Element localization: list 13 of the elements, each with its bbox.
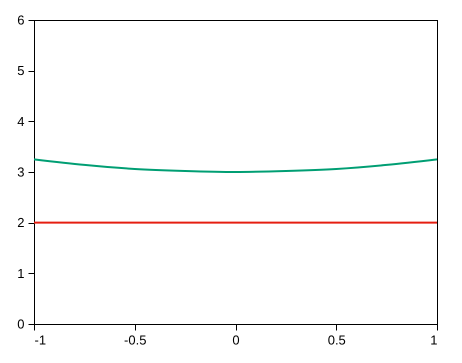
y-tick-label: 3: [17, 164, 24, 180]
x-tick-label: 1: [430, 332, 438, 348]
x-tick-label: 0: [232, 332, 240, 348]
x-tick-label: -1: [34, 332, 46, 348]
y-tick-label: 2: [17, 215, 24, 230]
y-tick-label: 1: [17, 266, 24, 281]
x-tick-label: -0.5: [124, 332, 146, 348]
y-tick-label: 6: [17, 12, 24, 28]
x-tick-label: 0.5: [328, 332, 346, 348]
y-tick-label: 5: [17, 63, 24, 78]
line-series: [33, 158, 438, 173]
y-tick-label: 0: [17, 316, 24, 332]
y-tick-label: 4: [17, 114, 24, 129]
